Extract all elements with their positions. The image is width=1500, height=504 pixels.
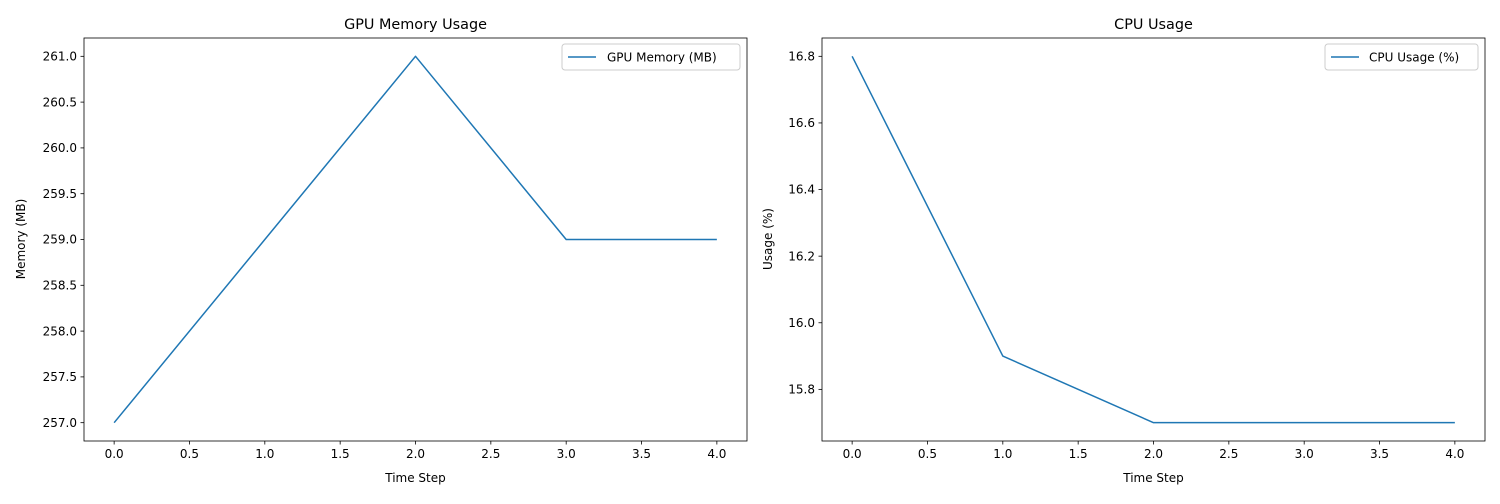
x-tick-label: 1.0 [255,447,274,461]
series-line [851,55,1455,424]
x-tick-label: 4.0 [1445,447,1464,461]
y-tick-label: 261.0 [43,50,77,64]
x-tick-label: 0.5 [180,447,199,461]
y-tick-label: 16.2 [788,249,815,263]
x-tick-label: 2.0 [406,447,425,461]
chart-title: CPU Usage [1114,17,1193,33]
gpu-memory-chart: GPU Memory Usage 0.0 0.5 1.0 1.5 2.0 2.5 3.0 3.… [14,17,748,485]
legend-box [561,43,741,71]
x-tick-label: 0.0 [105,447,124,461]
x-tick-label: 3.5 [1370,447,1389,461]
x-tick-label: 3.0 [557,447,576,461]
x-tick-label: 4.0 [707,447,726,461]
y-tick-label: 257.0 [43,416,77,430]
y-tick-label: 259.0 [43,233,77,247]
legend-box [1324,43,1479,71]
x-axis-label: Time Step [384,471,446,485]
x-axis-label: Time Step [1122,471,1184,485]
y-axis-label: Usage (%) [761,208,775,270]
y-tick-label: 258.0 [43,324,77,338]
x-tick-label: 1.0 [993,447,1012,461]
y-tick-label: 260.0 [43,141,77,155]
plot-area: 0.0 0.5 1.0 1.5 2.0 2.5 3.0 3.5 4.0 15.8 16.0 16.2 1… [788,37,1486,461]
chart-title: GPU Memory Usage [344,17,487,33]
y-tick-label: 15.8 [788,383,815,397]
x-tick-label: 2.0 [1144,447,1163,461]
legend-label: CPU Usage (%) [1369,51,1459,65]
x-tick-label: 2.5 [481,447,500,461]
plot-area: 0.0 0.5 1.0 1.5 2.0 2.5 3.0 3.5 4.0 257.0 257.5 258… [43,37,748,461]
legend: CPU Usage (%) [1324,43,1479,71]
legend-label: GPU Memory (MB) [607,51,717,65]
y-tick-label: 259.5 [43,187,77,201]
y-tick-label: 16.0 [788,316,815,330]
y-tick-label: 16.6 [788,116,815,130]
x-tick-label: 3.0 [1295,447,1314,461]
y-tick-label: 258.5 [43,278,77,292]
series-line [113,55,717,424]
y-tick-label: 16.4 [788,183,815,197]
cpu-usage-chart: CPU Usage 0.0 0.5 1.0 1.5 2.0 2.5 3.0 3.5 4.0 15.… [761,17,1486,485]
x-tick-label: 3.5 [632,447,651,461]
x-tick-label: 0.5 [918,447,937,461]
y-tick-label: 16.8 [788,50,815,64]
x-tick-label: 2.5 [1219,447,1238,461]
legend: GPU Memory (MB) [561,43,741,71]
y-tick-label: 260.5 [43,95,77,109]
y-tick-label: 257.5 [43,370,77,384]
y-axis-label: Memory (MB) [14,199,28,280]
x-tick-label: 0.0 [843,447,862,461]
x-tick-label: 1.5 [1069,447,1088,461]
x-tick-label: 1.5 [331,447,350,461]
